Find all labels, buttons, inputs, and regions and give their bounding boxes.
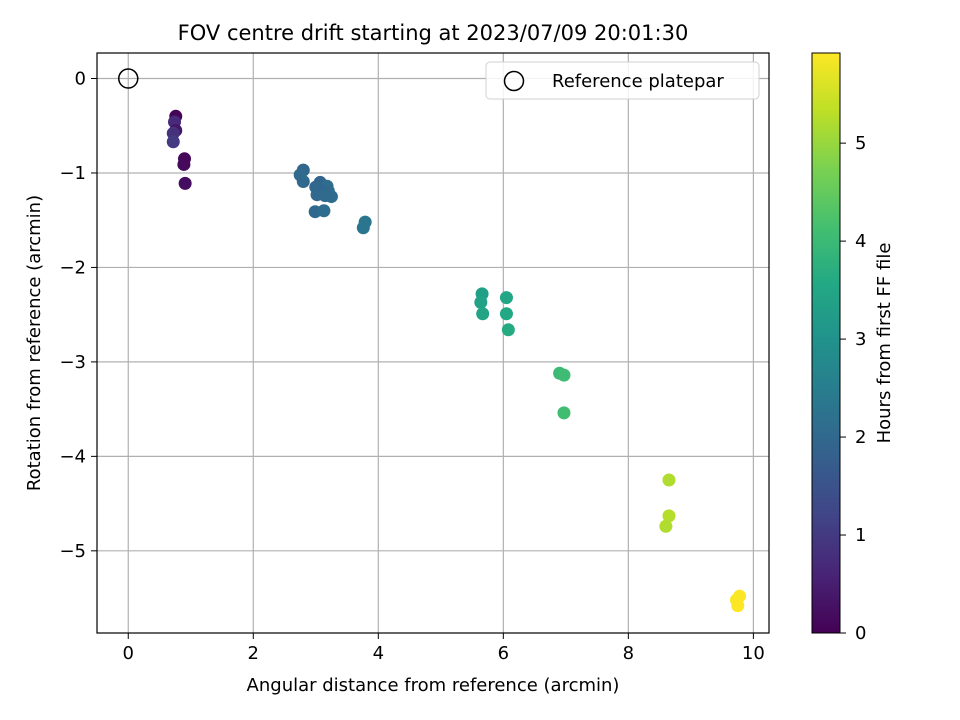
x-tick-label: 10 (742, 643, 765, 664)
reference-marker (118, 68, 139, 89)
data-point (296, 174, 310, 188)
data-point (474, 295, 488, 309)
data-point (356, 221, 370, 235)
x-tick-label: 0 (123, 643, 134, 664)
data-point (662, 509, 676, 523)
x-axis-ticks: 0 2 4 6 8 10 (123, 633, 765, 664)
y-tick-label: −2 (59, 257, 86, 278)
colorbar-tick-label: 2 (855, 427, 866, 448)
colorbar-tick-label: 0 (855, 623, 866, 644)
data-point (662, 473, 676, 487)
x-tick-label: 6 (498, 643, 509, 664)
reference-platepar-point (118, 68, 139, 89)
data-point (557, 368, 571, 382)
data-point (499, 307, 513, 321)
colorbar-tick-label: 3 (855, 329, 866, 350)
colorbar-tick-label: 5 (855, 133, 866, 154)
x-axis-label: Angular distance from reference (arcmin) (247, 675, 620, 696)
x-tick-label: 2 (248, 643, 259, 664)
y-axis-label: Rotation from reference (arcmin) (24, 195, 45, 491)
y-tick-label: −1 (59, 163, 86, 184)
data-point (659, 519, 673, 533)
x-tick-label: 8 (623, 643, 634, 664)
data-point (166, 135, 180, 149)
y-tick-label: −5 (59, 541, 86, 562)
colorbar-label: Hours from first FF file (874, 243, 895, 444)
data-point (177, 157, 191, 171)
legend-label: Reference platepar (552, 71, 724, 92)
data-point (499, 291, 513, 305)
plot-frame (96, 52, 770, 634)
legend-reference-marker-icon (503, 70, 525, 92)
data-point (501, 323, 515, 337)
y-tick-label: −3 (59, 352, 86, 373)
legend-box (485, 61, 760, 100)
data-points (166, 109, 747, 613)
grid-lines (97, 53, 769, 633)
data-point (318, 189, 332, 203)
y-axis-ticks: 0 −1 −2 −3 −4 −5 (59, 69, 97, 562)
data-point (557, 406, 571, 420)
x-tick-label: 4 (373, 643, 384, 664)
data-point (178, 176, 192, 190)
y-tick-label: −4 (59, 446, 86, 467)
chart-title: FOV centre drift starting at 2023/07/09 … (178, 21, 689, 45)
colorbar (811, 52, 841, 634)
data-point (731, 599, 745, 613)
data-point (476, 307, 490, 321)
y-tick-label: 0 (75, 69, 86, 90)
legend: Reference platepar (485, 61, 760, 100)
colorbar-ticks: 0 1 2 3 4 5 (840, 133, 866, 644)
colorbar-tick-label: 4 (855, 231, 866, 252)
colorbar-tick-label: 1 (855, 525, 866, 546)
data-point (317, 204, 331, 218)
